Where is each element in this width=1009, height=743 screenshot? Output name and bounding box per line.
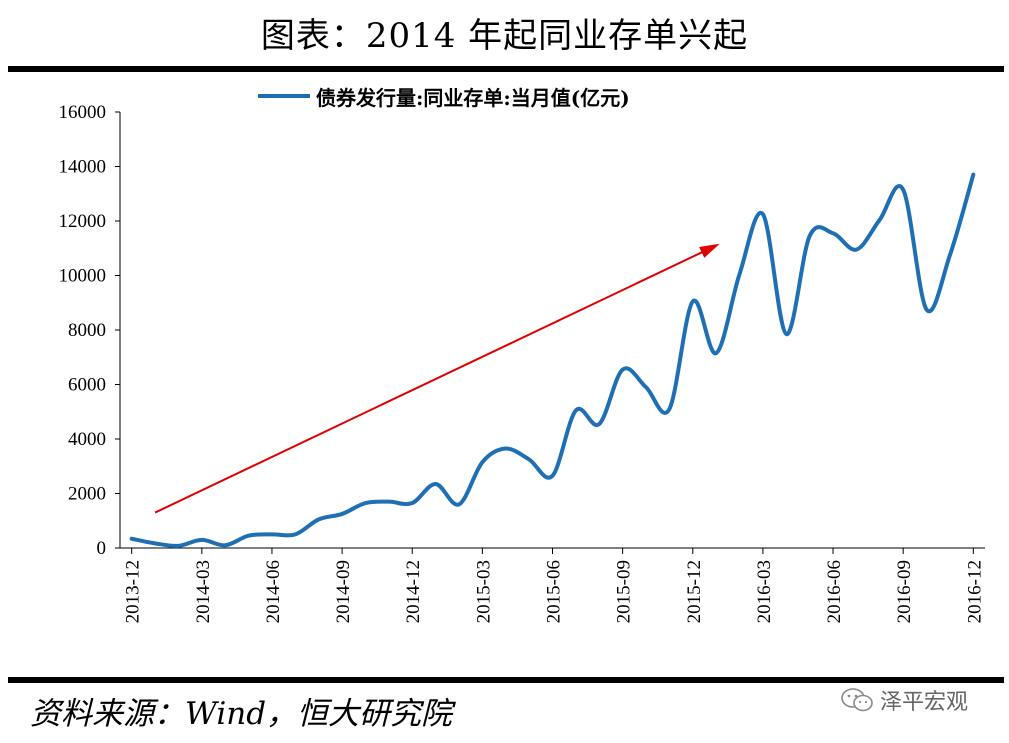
y-tick-label: 10000	[59, 266, 107, 287]
x-tick-label: 2016-06	[824, 560, 845, 623]
y-tick-label: 2000	[68, 484, 106, 505]
y-tick-label: 16000	[59, 102, 107, 123]
x-tick-label: 2016-03	[754, 560, 775, 623]
x-tick-label: 2015-09	[614, 560, 635, 623]
x-tick-label: 2014-03	[193, 560, 214, 623]
trend-arrow-shaft	[154, 244, 717, 514]
x-tick-label: 2013-12	[123, 560, 144, 623]
series-line	[129, 172, 976, 548]
x-tick-label: 2015-12	[684, 560, 705, 623]
y-tick-label: 4000	[68, 429, 106, 450]
x-tick-label: 2014-09	[333, 560, 354, 623]
y-tick-label: 12000	[59, 211, 107, 232]
y-tick-label: 14000	[59, 157, 107, 178]
x-tick-label: 2016-12	[964, 560, 985, 623]
x-tick-label: 2015-06	[544, 560, 565, 623]
y-tick-label: 8000	[68, 320, 106, 341]
x-tick-label: 2015-03	[473, 560, 494, 623]
y-tick-label: 6000	[68, 375, 106, 396]
x-tick-label: 2016-09	[894, 560, 915, 623]
legend-label: 债券发行量:同业存单:当月值(亿元)	[316, 85, 630, 110]
wechat-chat-bubbles-icon	[841, 688, 873, 712]
watermark: 泽平宏观	[840, 684, 968, 716]
x-tick-label: 2014-12	[403, 560, 424, 623]
watermark-text: 泽平宏观	[880, 690, 969, 715]
bottom-rule	[8, 677, 1004, 683]
y-tick-label: 0	[97, 538, 107, 559]
trend-arrow-head	[699, 243, 720, 258]
x-tick-label: 2014-06	[263, 560, 284, 623]
legend-swatch	[258, 94, 310, 98]
top-rule	[8, 66, 1004, 72]
legend: 债券发行量:同业存单:当月值(亿元)	[258, 82, 630, 110]
chart-title: 图表：2014 年起同业存单兴起	[260, 16, 749, 56]
source-note: 资料来源：Wind，恒大研究院	[30, 696, 453, 732]
